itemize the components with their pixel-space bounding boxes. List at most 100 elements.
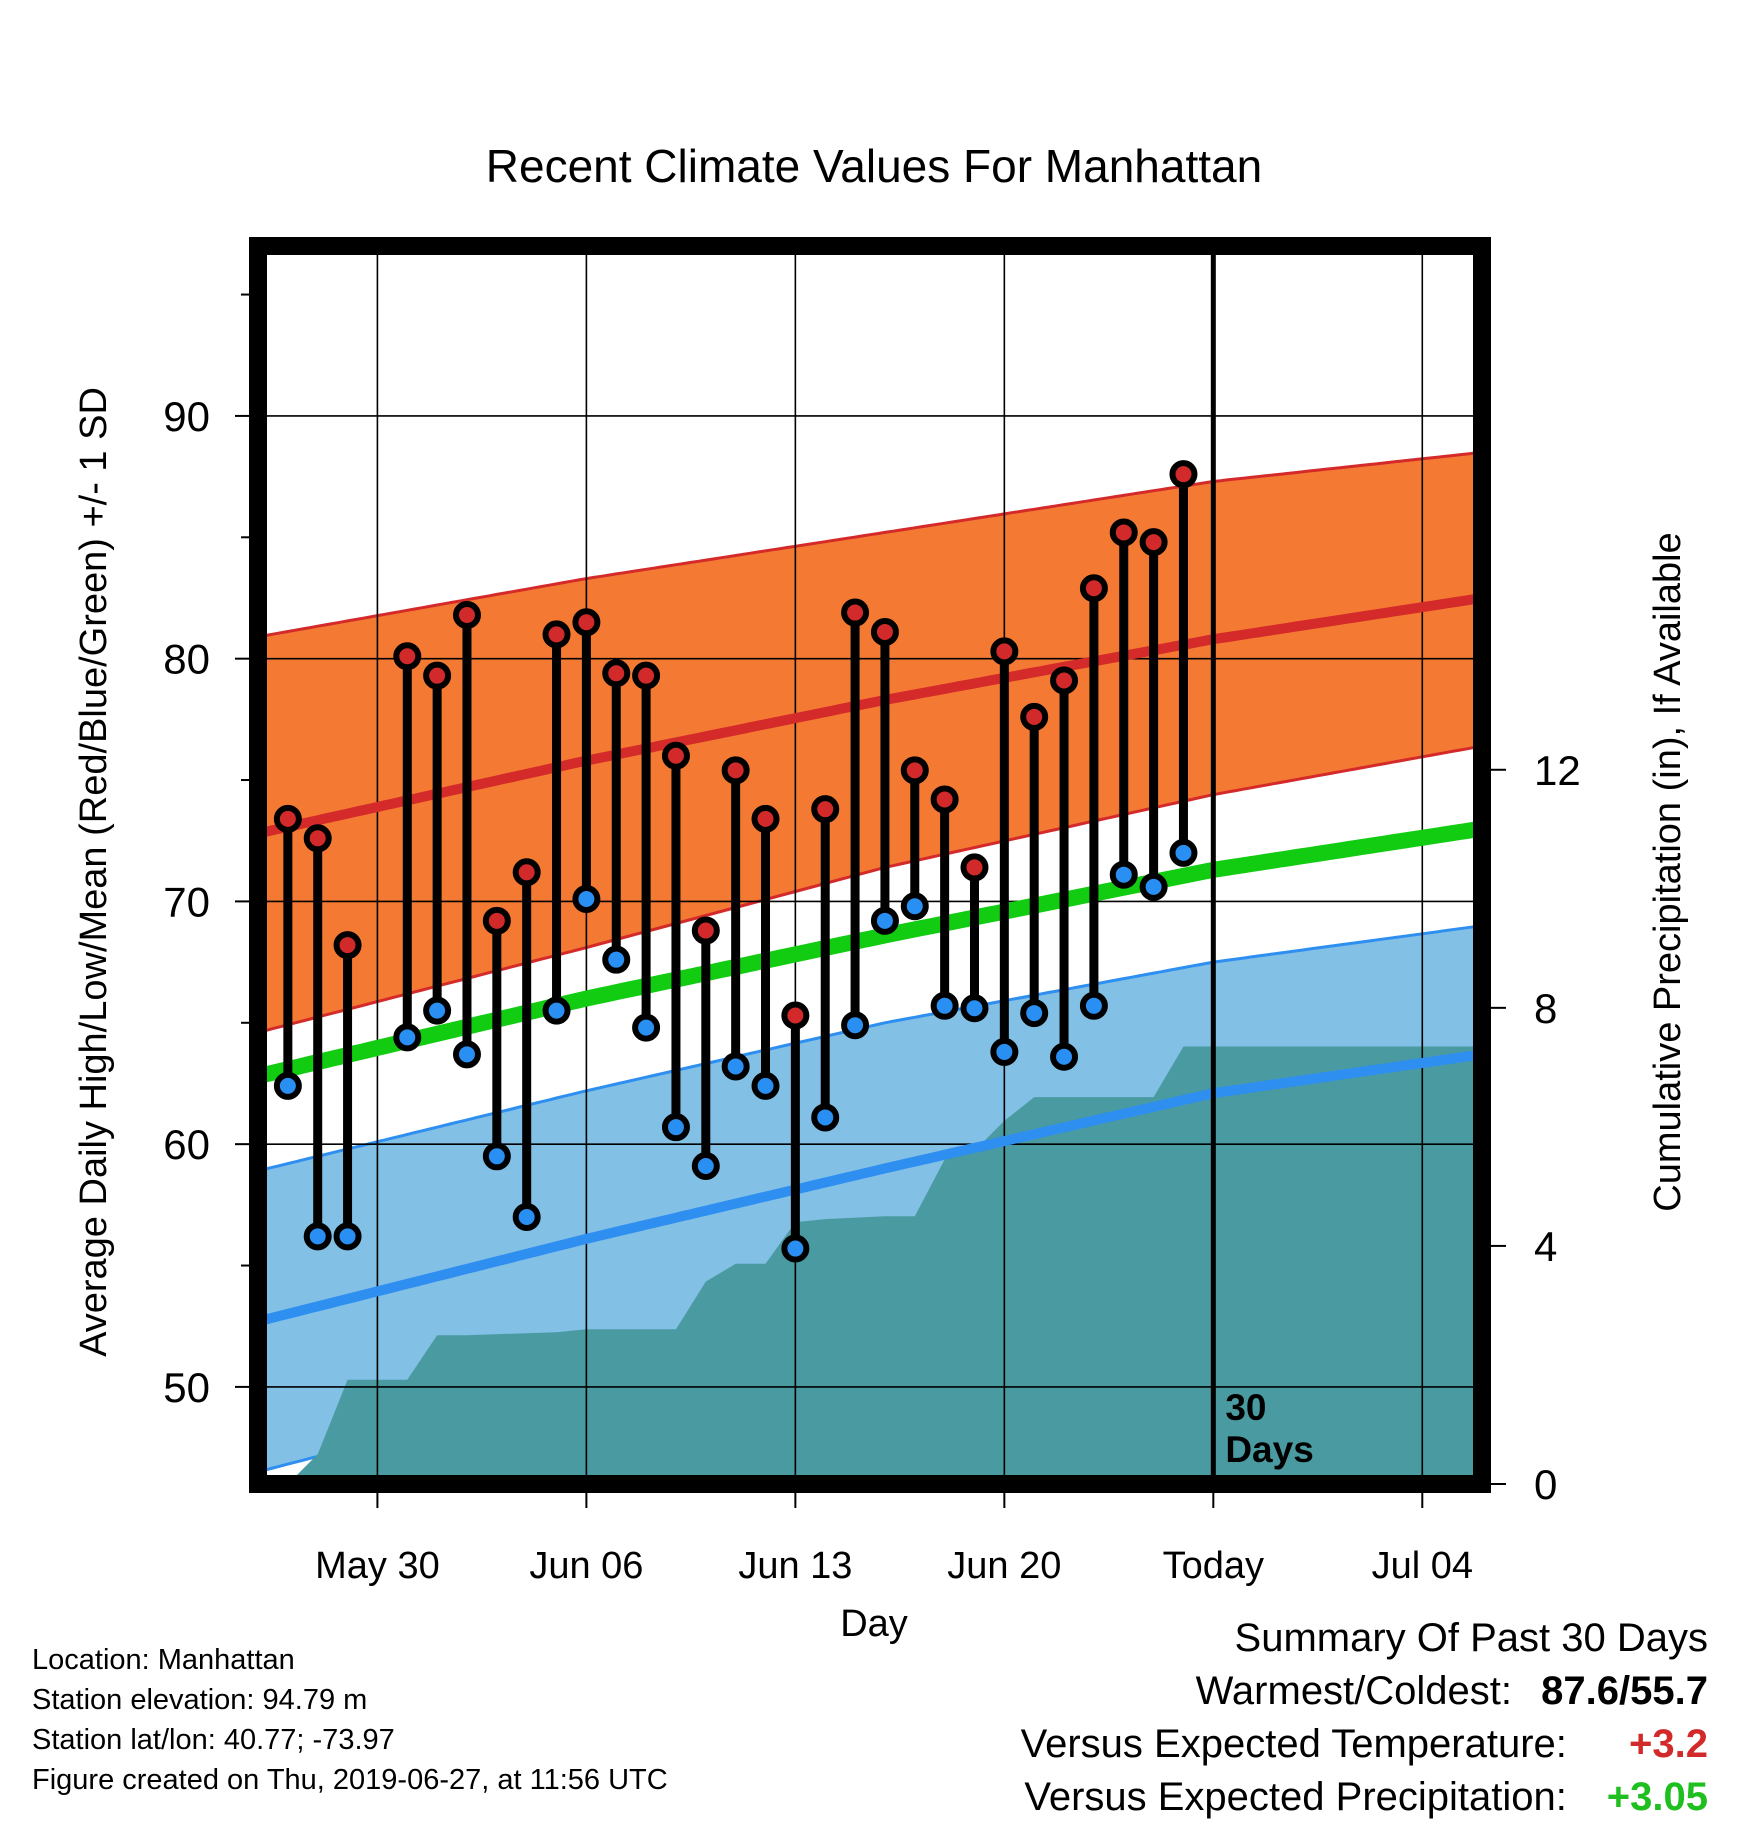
low-sd-upper-edge [257,924,1483,1173]
low-temp-point [870,906,899,935]
high-temp-point [960,853,989,882]
high-temp-point [870,617,899,646]
temperature-anomaly: +3.2 [1629,1722,1708,1766]
high-temp-point [452,600,481,629]
low-temp-point [333,1222,362,1251]
low-temp-point [751,1071,780,1100]
high-temp-point [721,756,750,785]
y-axis-ticks: 50 60 70 80 90 [163,293,249,1411]
low-temp-point [1020,999,1049,1028]
low-temp-point [691,1152,720,1181]
cumulative-precipitation-area [258,1046,1482,1484]
high-sd-upper-edge [257,450,1483,639]
precipitation-label: Versus Expected Precipitation: [1024,1775,1567,1819]
high-temp-point [572,608,601,637]
x-tick-label: Today [1163,1545,1264,1587]
coldest-value: 55.7 [1630,1669,1708,1713]
low-temp-point [1169,838,1198,867]
low-temp-point [423,996,452,1025]
x-tick-label: Jul 04 [1372,1545,1473,1587]
summary-panel: Summary Of Past 30 Days Warmest/Coldest:… [1021,1612,1708,1824]
low-temp-point [721,1052,750,1081]
x-tick-label: Jun 20 [947,1545,1061,1587]
low-temp-point [661,1113,690,1142]
precipitation-row: Versus Expected Precipitation: +3.05 [1021,1771,1708,1824]
low-temp-point [781,1234,810,1263]
normal-low-line [256,1049,1483,1327]
low-temp-point [1050,1042,1079,1071]
low-temp-point [841,1011,870,1040]
value-separator: / [1619,1669,1631,1713]
low-temp-point [602,945,631,974]
low-temp-point [990,1037,1019,1066]
warmest-coldest-row: Warmest/Coldest: 87.6/55.7 [1021,1665,1708,1718]
daily-stems [283,474,1188,1249]
y2-tick-label: 4 [1534,1223,1557,1270]
high-temp-point [900,756,929,785]
high-temp-point [512,858,541,887]
x-tick-label: Jun 06 [529,1545,643,1587]
low-temp-point [512,1202,541,1231]
high-temp-point [1139,528,1168,557]
low-temp-point [960,994,989,1023]
low-temp-point [1139,872,1168,901]
created-text: Figure created on Thu, 2019-06-27, at 11… [32,1764,668,1796]
precipitation-anomaly: +3.05 [1606,1775,1708,1819]
warmest-coldest-label: Warmest/Coldest: [1195,1669,1513,1713]
temperature-label: Versus Expected Temperature: [1020,1722,1567,1766]
latlon-text: Station lat/lon: 40.77; -73.97 [32,1724,395,1756]
normal-high-line [256,593,1483,839]
low-temp-point [273,1071,302,1100]
y-tick-label: 60 [163,1121,210,1168]
y-axis-label: Average Daily High/Low/Mean (Red/Blue/Gr… [73,387,115,1357]
chart-title: Recent Climate Values For Manhattan [486,140,1262,192]
y2-axis-ticks: 0 4 8 12 [1491,747,1581,1508]
high-temp-point [542,620,571,649]
plot-frame [249,237,1491,1493]
plot-border [249,237,1491,1493]
high-temp-point [781,1001,810,1030]
y-tick-label: 90 [163,393,210,440]
summary-heading: Summary Of Past 30 Days [1234,1616,1708,1660]
low-temp-point [452,1040,481,1069]
temperature-row: Versus Expected Temperature: +3.2 [1021,1718,1708,1771]
x-axis-ticks: May 30 Jun 06 Jun 13 Jun 20 Today Jul 04 [315,1493,1473,1587]
high-temp-point [423,661,452,690]
high-temp-point [333,931,362,960]
y2-tick-label: 12 [1534,747,1581,794]
high-temp-point [632,661,661,690]
daily-markers [273,460,1198,1263]
y2-tick-label: 8 [1534,985,1557,1032]
y2-axis-label: Cumulative Precipitation (in), If Availa… [1647,532,1689,1211]
high-temp-point [273,804,302,833]
high-sd-band [258,452,1482,1033]
high-temp-point [841,598,870,627]
low-temp-point [572,884,601,913]
high-temp-point [990,637,1019,666]
high-temp-point [1109,518,1138,547]
low-temp-point [1079,991,1108,1020]
high-temp-point [482,906,511,935]
low-temp-point [900,892,929,921]
high-temp-point [661,741,690,770]
normal-lines [256,593,1484,1327]
high-temp-point [1079,574,1108,603]
warmest-value: 87.6 [1541,1669,1620,1713]
low-temp-point [542,996,571,1025]
high-temp-point [1050,666,1079,695]
low-temp-point [811,1103,840,1132]
low-temp-point [393,1023,422,1052]
high-sd-lower-edge [257,744,1483,1034]
high-temp-point [811,795,840,824]
today-marker: 30 Days [1210,246,1314,1484]
today-days-count: 30 [1225,1387,1266,1428]
low-temp-point [632,1013,661,1042]
low-temp-point [1109,860,1138,889]
high-temp-point [393,642,422,671]
x-tick-label: Jun 13 [738,1545,852,1587]
high-temp-point [751,804,780,833]
low-temp-point [482,1142,511,1171]
high-temp-point [1169,460,1198,489]
location-text: Location: Manhattan [32,1644,295,1676]
